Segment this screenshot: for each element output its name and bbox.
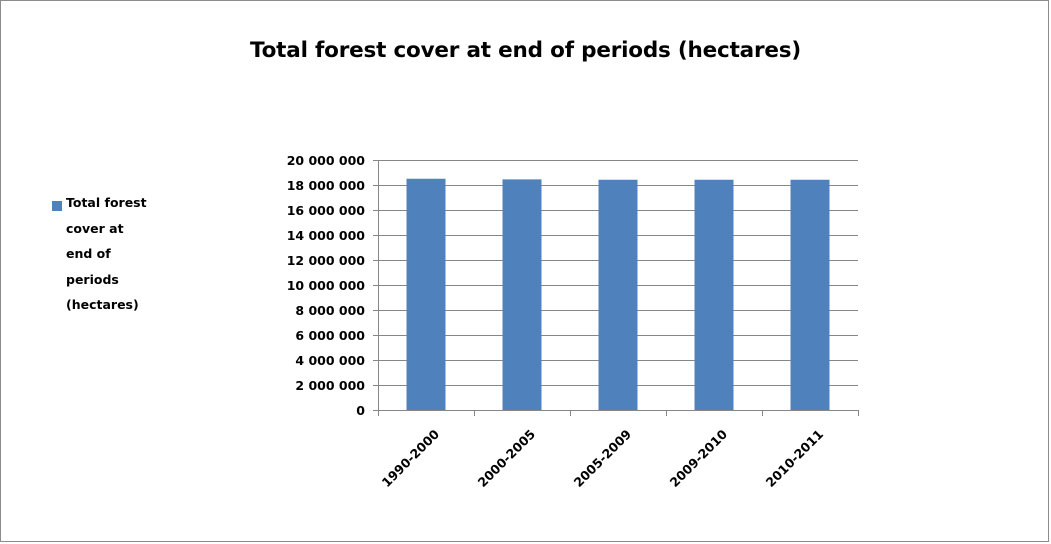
x-tick-label: 2010-2011	[763, 427, 826, 490]
legend-label: Total forest cover at end of periods (he…	[66, 190, 181, 318]
legend-label-line: cover at	[66, 220, 124, 236]
x-tick-label: 2000-2005	[475, 427, 538, 490]
y-tick-label: 14 000 000	[287, 228, 366, 243]
chart-title: Total forest cover at end of periods (he…	[250, 38, 801, 63]
y-tick-label: 12 000 000	[287, 253, 366, 268]
y-tick-label: 6 000 000	[295, 328, 365, 343]
legend-label-line: Total forest	[66, 195, 147, 210]
y-tick-label: 0	[356, 403, 365, 418]
legend-swatch	[52, 201, 62, 211]
y-tick-label: 16 000 000	[287, 203, 366, 218]
x-tick-label: 1990-2000	[379, 426, 443, 490]
y-tick-label: 8 000 000	[295, 303, 365, 318]
y-tick-label: 2 000 000	[295, 378, 365, 393]
bar	[694, 179, 734, 410]
y-tick-label: 18 000 000	[287, 178, 366, 193]
legend-label-line: periods	[66, 271, 119, 287]
bar	[598, 179, 638, 410]
y-tick-label: 4 000 000	[295, 353, 365, 368]
x-tick-label: 2005-2009	[571, 427, 634, 490]
legend-label-line: (hectares)	[66, 297, 139, 312]
x-tick-label: 2009-2010	[667, 426, 731, 490]
bar	[502, 179, 542, 410]
y-tick-label: 20 000 000	[287, 153, 366, 168]
y-tick-label: 10 000 000	[287, 278, 366, 293]
bar	[790, 179, 830, 410]
legend-label-line: end of	[66, 246, 111, 261]
bar	[406, 178, 446, 410]
